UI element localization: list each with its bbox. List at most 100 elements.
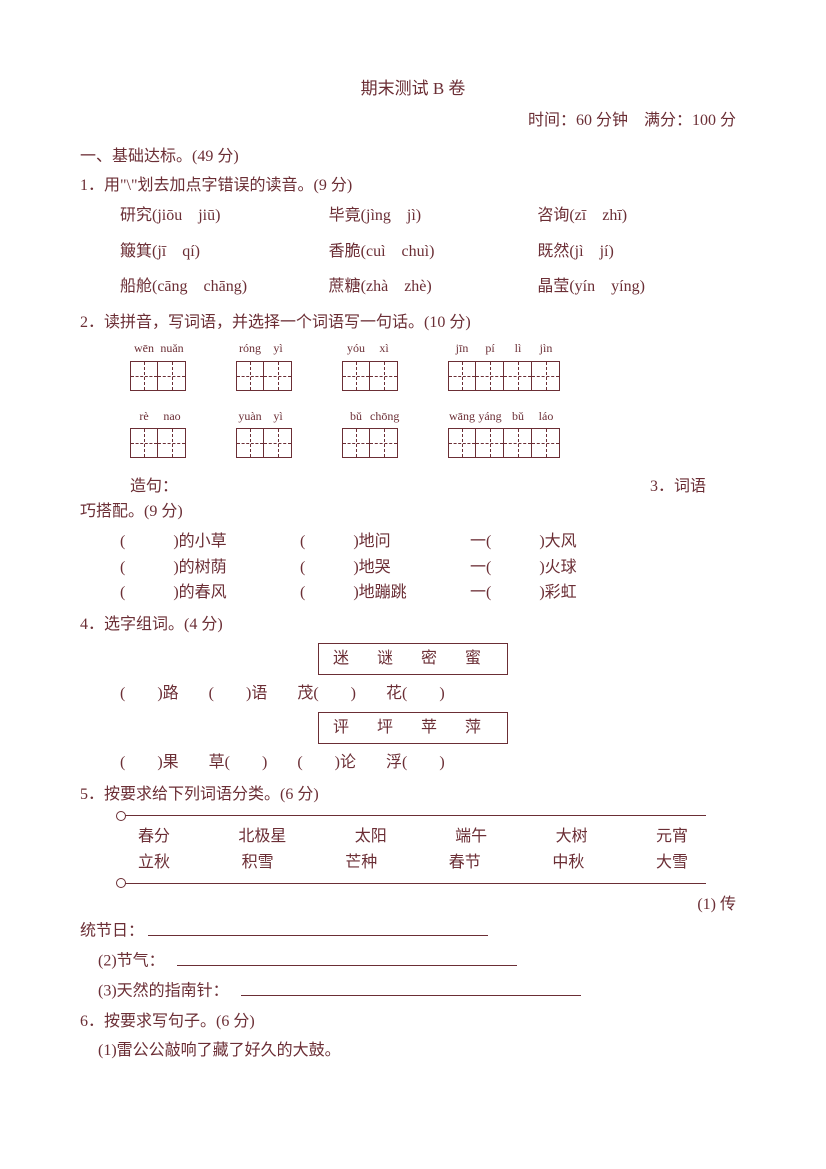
char-box [236, 361, 264, 391]
pinyin-syllable: nao [158, 407, 186, 426]
char-box [476, 361, 504, 391]
pinyin-labels: rènao [130, 407, 186, 426]
q5-line2: (2)节气： [98, 948, 746, 974]
q5-word: 春节 [449, 850, 481, 876]
pinyin-labels: bǔchōng [342, 407, 398, 426]
score-label: 满分： [644, 112, 692, 129]
q1-item: 蔗糖(zhà zhè) [329, 274, 538, 300]
q4-fill-item: ( )论 [297, 750, 356, 776]
q5-l1-label: 统节日： [80, 923, 144, 940]
char-boxes [448, 361, 560, 391]
q4-fill-item: 浮( ) [386, 750, 445, 776]
blank-line [241, 978, 581, 996]
pinyin-labels: yuànyì [236, 407, 292, 426]
char-box [236, 428, 264, 458]
q5-word: 春分 [138, 824, 170, 850]
q1-item: 咨询(zī zhī) [537, 203, 746, 229]
q5-word: 元宵 [656, 824, 688, 850]
time-label: 时间： [528, 112, 576, 129]
char-box [130, 361, 158, 391]
q5-tail: (1) 传 [80, 892, 736, 918]
char-box [504, 428, 532, 458]
pinyin-box-group: róngyì [236, 339, 292, 390]
pinyin-syllable: chōng [370, 407, 398, 426]
char-box [264, 428, 292, 458]
char-box [532, 428, 560, 458]
pinyin-syllable: wēn [130, 339, 158, 358]
pinyin-labels: róngyì [236, 339, 292, 358]
char-box [158, 361, 186, 391]
pinyin-syllable: yóu [342, 339, 370, 358]
q4-fill1: ( )路 ( )语 茂( ) 花( ) [120, 681, 746, 707]
q1-row: 簸箕(jī qí) 香脆(cuì chuì) 既然(jì jí) [120, 239, 746, 265]
pinyin-syllable: yì [264, 339, 292, 358]
char-boxes [130, 361, 186, 391]
pinyin-syllable: xì [370, 339, 398, 358]
pinyin-syllable: rè [130, 407, 158, 426]
q2-prompt: 2．读拼音，写词语，并选择一个词语写一句话。(10 分) [80, 310, 746, 336]
q5-word: 立秋 [138, 850, 170, 876]
q1-item: 既然(jì jí) [537, 239, 746, 265]
pinyin-syllable: róng [236, 339, 264, 358]
char-box [342, 361, 370, 391]
q2-bottom-row: 造句： 3．词语 [80, 474, 746, 500]
q5-word: 积雪 [242, 850, 274, 876]
blank-line [148, 918, 488, 936]
q4-fill2: ( )果 草( ) ( )论 浮( ) [120, 750, 746, 776]
q3-item: ( )的树荫 [120, 555, 300, 581]
q5-word-list: 春分 北极星 太阳 端午 大树 元宵 立秋 积雪 芒种 春节 中秋 大雪 [120, 815, 706, 884]
q3-item: ( )的小草 [120, 529, 300, 555]
q5-words-r2: 立秋 积雪 芒种 春节 中秋 大雪 [138, 850, 688, 876]
q1-item: 香脆(cuì chuì) [329, 239, 538, 265]
pinyin-syllable: jīn [448, 339, 476, 358]
q4-box1: 迷 谜 密 蜜 [318, 643, 508, 675]
q3-item: 一( )大风 [470, 529, 640, 555]
q5-word: 芒种 [345, 850, 377, 876]
q5-words-r1: 春分 北极星 太阳 端午 大树 元宵 [138, 824, 688, 850]
q3-prompt: 巧搭配。(9 分) [80, 499, 746, 525]
pinyin-syllable: pí [476, 339, 504, 358]
q4-prompt: 4．选字组词。(4 分) [80, 612, 746, 638]
char-box [342, 428, 370, 458]
pinyin-box-group: yóuxì [342, 339, 398, 390]
char-box [158, 428, 186, 458]
char-box [264, 361, 292, 391]
q5-line1: 统节日： [80, 918, 746, 944]
q4-box2-wrap: 评 坪 苹 萍 [80, 712, 746, 744]
q5-word: 中秋 [552, 850, 584, 876]
q5-line3: (3)天然的指南针： [98, 978, 746, 1004]
char-box [448, 428, 476, 458]
char-boxes [342, 361, 398, 391]
q2-boxes-row1: wēnnuǎn róngyì yóuxì jīnpílìjìn [130, 339, 746, 390]
pinyin-box-group: yuànyì [236, 407, 292, 458]
score-value: 100 分 [692, 112, 736, 129]
q3-row: ( )的小草 ( )地问 一( )大风 [120, 529, 746, 555]
q4-fill-item: 花( ) [386, 681, 445, 707]
q1-row: 研究(jiōu jiū) 毕竟(jìng jì) 咨询(zī zhī) [120, 203, 746, 229]
q5-word: 大树 [556, 824, 588, 850]
pinyin-syllable: yáng [476, 407, 504, 426]
pinyin-syllable: bǔ [504, 407, 532, 426]
exam-meta: 时间：60 分钟 满分：100 分 [80, 108, 746, 134]
q3-item: ( )地蹦跳 [300, 580, 470, 606]
pinyin-syllable: wāng [448, 407, 476, 426]
pinyin-box-group: wāngyángbǔláo [448, 407, 560, 458]
q3-item: ( )地哭 [300, 555, 470, 581]
char-box [532, 361, 560, 391]
q1-item: 船舱(cāng chāng) [120, 274, 329, 300]
q6-prompt: 6．按要求写句子。(6 分) [80, 1009, 746, 1035]
pinyin-syllable: yuàn [236, 407, 264, 426]
char-box [370, 428, 398, 458]
q3-row: ( )的春风 ( )地蹦跳 一( )彩虹 [120, 580, 746, 606]
q1-item: 簸箕(jī qí) [120, 239, 329, 265]
q3-inline-label: 3．词语 [650, 474, 706, 500]
q5-l3-label: (3)天然的指南针： [98, 983, 229, 1000]
char-box [504, 361, 532, 391]
q4-fill-item: ( )路 [120, 681, 179, 707]
pinyin-box-group: jīnpílìjìn [448, 339, 560, 390]
q1-prompt: 1．用"\"划去加点字错误的读音。(9 分) [80, 173, 746, 199]
pinyin-box-group: wēnnuǎn [130, 339, 186, 390]
zaoju-label: 造句： [130, 478, 178, 495]
q1-item: 晶莹(yín yíng) [537, 274, 746, 300]
q1-row: 船舱(cāng chāng) 蔗糖(zhà zhè) 晶莹(yín yíng) [120, 274, 746, 300]
